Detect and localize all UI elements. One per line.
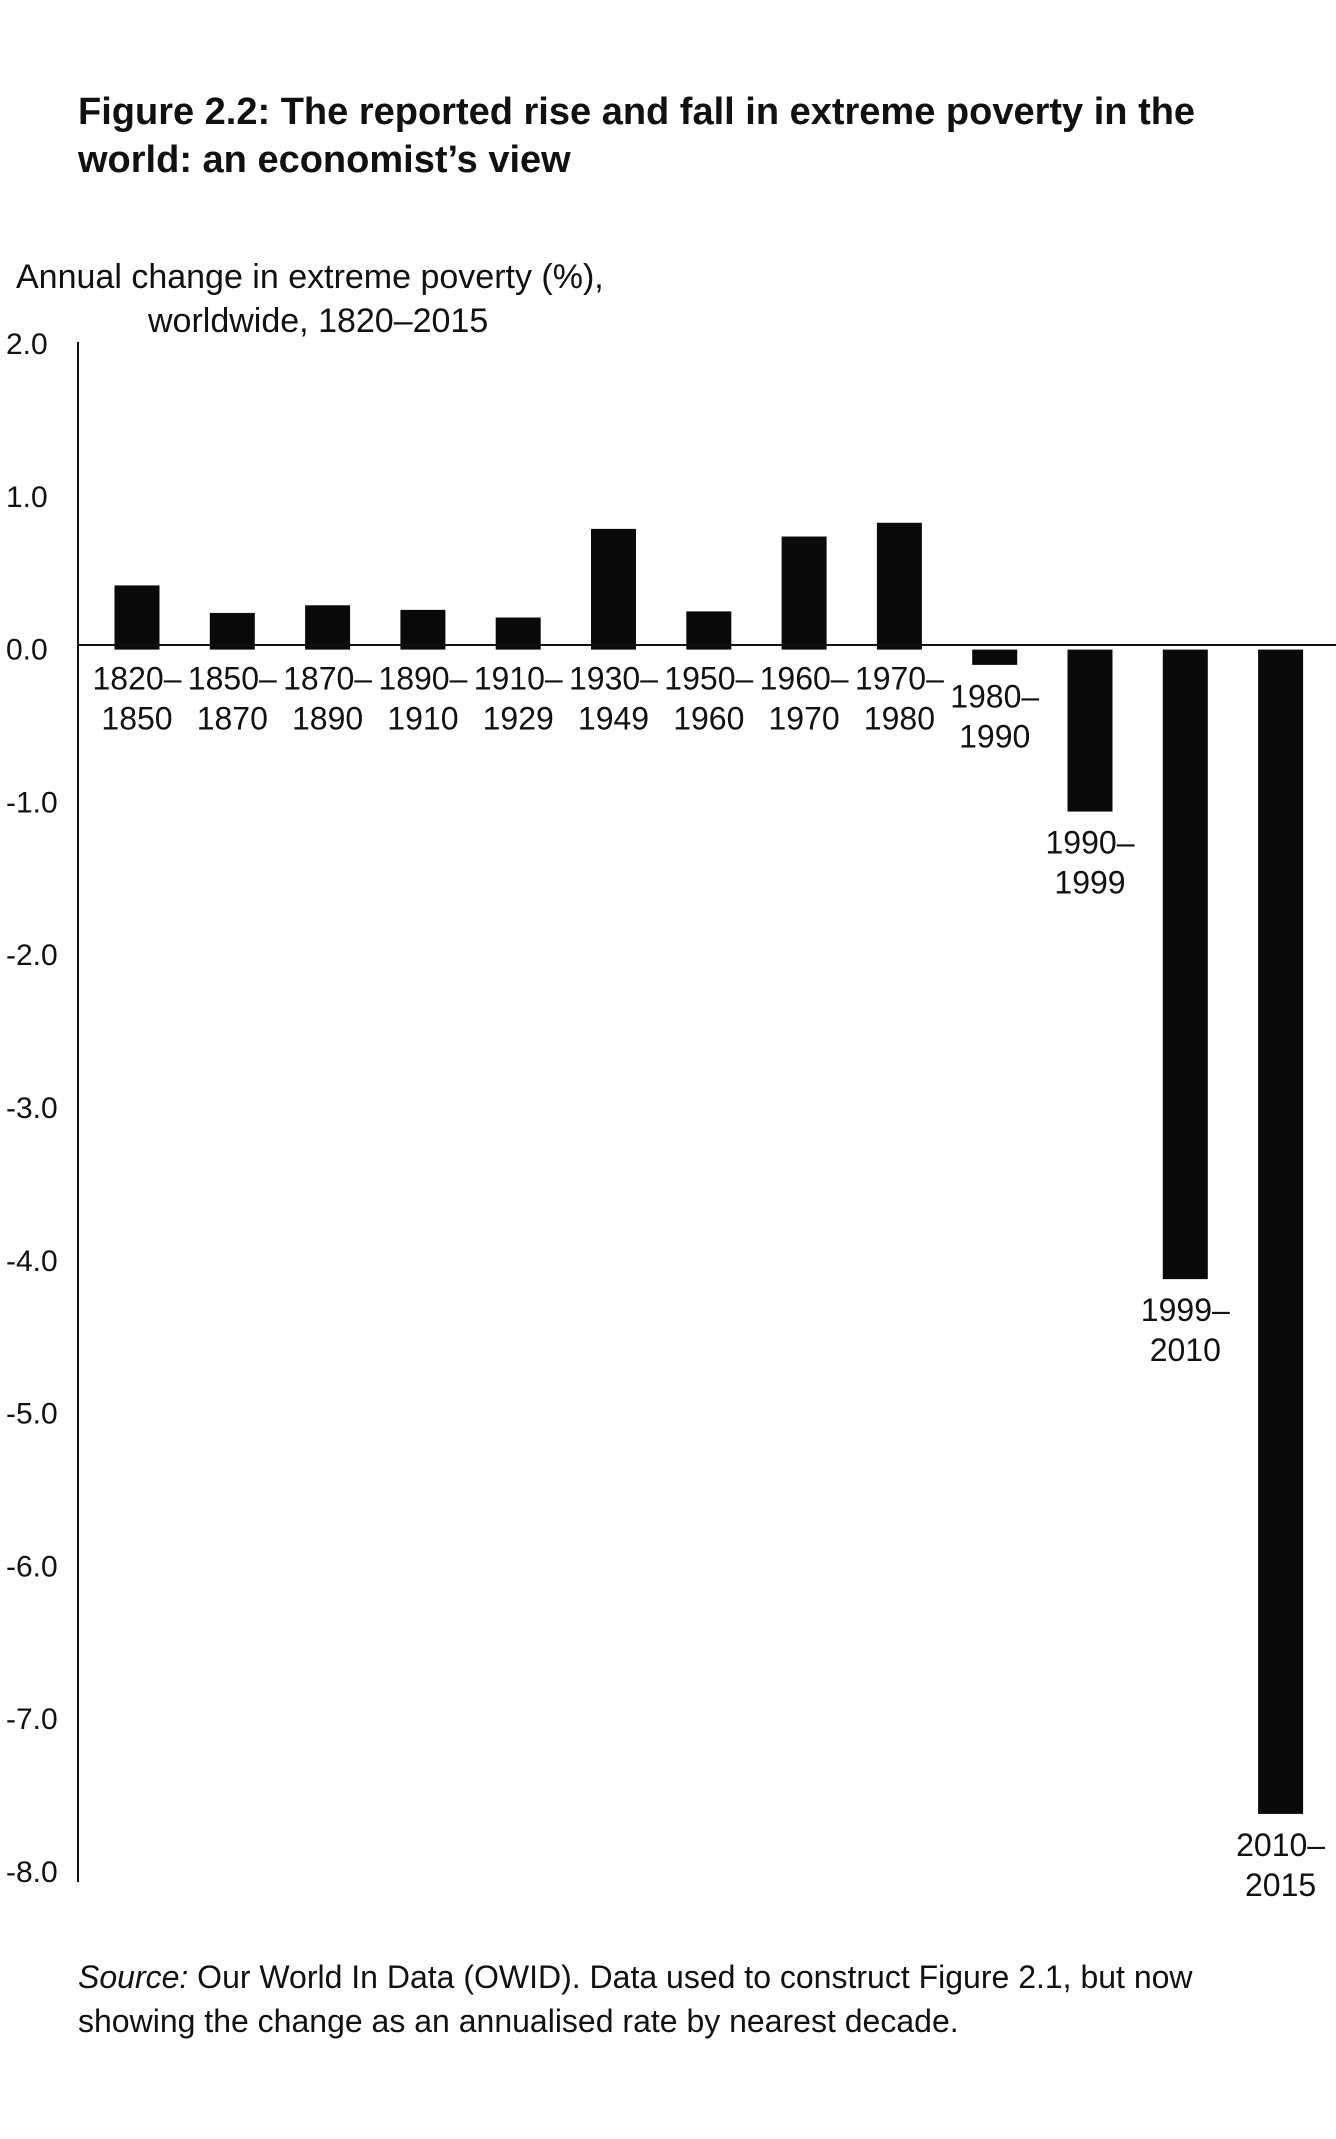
category-label: 1990: [959, 719, 1030, 755]
bar: [114, 585, 160, 650]
bar: [686, 611, 732, 650]
y-tick-label: -7.0: [6, 1703, 58, 1736]
figure-title: Figure 2.2: The reported rise and fall i…: [78, 91, 1196, 181]
y-tick-label: -6.0: [6, 1550, 58, 1583]
y-tick-label: -1.0: [6, 786, 58, 819]
y-tick-label: -8.0: [6, 1856, 58, 1889]
category-label: 1870–: [283, 661, 372, 697]
bar: [876, 522, 922, 650]
y-tick-label: -3.0: [6, 1092, 58, 1125]
category-label: 1999: [1054, 865, 1125, 901]
y-tick-label: 1.0: [6, 481, 48, 514]
y-axis-title-line1: Annual change in extreme poverty (%),: [16, 258, 604, 296]
category-label: 2010–: [1236, 1827, 1325, 1863]
y-axis-title-line2: worldwide, 1820–2015: [147, 302, 488, 340]
category-labels: 1820– 1850 1850– 1870 1870– 1890 1890– 1910 1910…: [93, 661, 1326, 1903]
y-tick-label: -4.0: [6, 1245, 58, 1278]
category-label: 1970: [769, 701, 840, 737]
category-label: 1999–: [1141, 1292, 1230, 1328]
category-label: 1930–: [569, 661, 658, 697]
category-label: 1929: [483, 701, 554, 737]
category-label: 1980: [864, 701, 935, 737]
y-tick-label: -5.0: [6, 1398, 58, 1431]
category-label: 1960: [673, 701, 744, 737]
source-note: Source: Our World In Data (OWID). Data u…: [78, 1955, 1298, 2043]
source-label: Source:: [78, 1959, 189, 1995]
bars: [114, 522, 1304, 1814]
category-label: 1960–: [760, 661, 849, 697]
category-label: 1980–: [950, 679, 1039, 715]
bar: [1258, 649, 1304, 1814]
category-label: 1910: [387, 701, 458, 737]
bar: [591, 528, 636, 650]
category-label: 1970–: [855, 661, 944, 697]
category-label: 1890: [292, 701, 363, 737]
bar: [781, 536, 827, 650]
category-label: 2015: [1245, 1867, 1316, 1903]
bar: [1162, 649, 1208, 1280]
bar-chart: Annual change in extreme poverty (%), wo…: [6, 258, 1336, 1903]
bar: [209, 612, 255, 650]
y-tick-label: 0.0: [6, 634, 48, 667]
bar: [972, 649, 1018, 665]
bar: [1067, 649, 1113, 812]
category-label: 1820–: [93, 661, 182, 697]
category-label: 1990–: [1046, 825, 1135, 861]
category-label: 1949: [578, 701, 649, 737]
source-text: Our World In Data (OWID). Data used to c…: [78, 1959, 1193, 2039]
bar: [305, 605, 351, 650]
y-tick-label: 2.0: [6, 328, 48, 361]
category-label: 1870: [197, 701, 268, 737]
category-label: 1850–: [188, 661, 277, 697]
y-tick-label: -2.0: [6, 939, 58, 972]
category-label: 1850: [101, 701, 172, 737]
category-label: 1950–: [664, 661, 753, 697]
category-label: 2010: [1150, 1332, 1221, 1368]
category-label: 1890–: [378, 661, 467, 697]
bar: [400, 609, 446, 650]
y-axis-ticks: 2.0 1.0 0.0 -1.0 -2.0 -3.0 -4.0 -5.0 -6.0 -7.0 -8.…: [6, 328, 58, 1889]
category-label: 1910–: [474, 661, 563, 697]
